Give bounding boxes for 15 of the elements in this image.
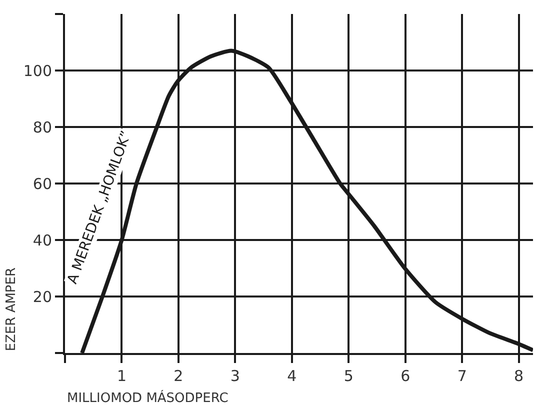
x-tick-label: 7 bbox=[457, 367, 467, 385]
y-axis-title: EZER AMPER bbox=[4, 267, 20, 352]
x-tick-label: 5 bbox=[344, 367, 354, 385]
y-tick-label: 60 bbox=[32, 174, 52, 193]
x-tick-label: 1 bbox=[116, 367, 127, 385]
x-axis-title: MILLIOMOD MÁSODPERC bbox=[67, 389, 228, 405]
x-tick-label: 2 bbox=[174, 367, 184, 385]
y-tick-label: 80 bbox=[32, 118, 52, 136]
y-tick-label: 40 bbox=[32, 231, 52, 250]
y-tick-label: 20 bbox=[32, 288, 52, 306]
x-tick-label: 3 bbox=[230, 367, 240, 385]
y-tick-label: 100 bbox=[23, 62, 52, 80]
x-tick-label: 6 bbox=[400, 367, 410, 385]
x-tick-label: 4 bbox=[287, 367, 297, 385]
x-tick-label: 8 bbox=[514, 367, 524, 385]
